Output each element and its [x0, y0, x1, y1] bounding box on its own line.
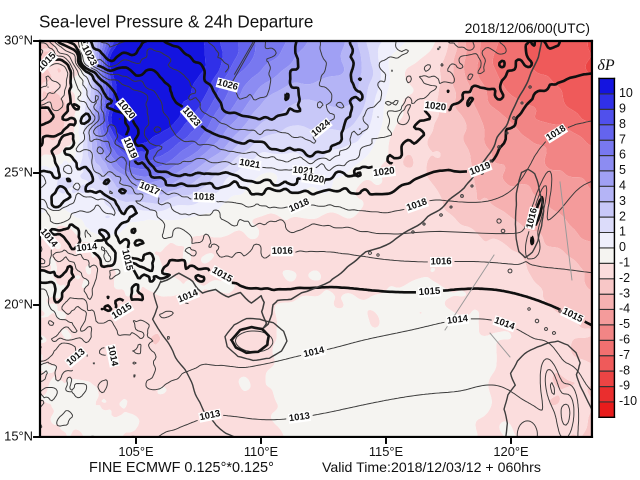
svg-text:-9: -9 [619, 379, 630, 393]
svg-text:-8: -8 [619, 363, 630, 377]
svg-text:10: 10 [619, 86, 633, 100]
svg-text:9: 9 [619, 102, 626, 116]
svg-text:Sea-level Pressure & 24h Depar: Sea-level Pressure & 24h Departure [39, 12, 313, 31]
svg-text:4: 4 [619, 179, 626, 193]
svg-text:1021: 1021 [238, 157, 261, 171]
svg-text:105°E: 105°E [118, 444, 154, 459]
svg-text:Valid Time:2018/12/03/12 + 060: Valid Time:2018/12/03/12 + 060hrs [322, 460, 541, 476]
svg-text:8: 8 [619, 117, 626, 131]
svg-text:15°N: 15°N [4, 428, 33, 443]
svg-text:1013: 1013 [199, 408, 222, 423]
svg-text:20°N: 20°N [4, 296, 33, 311]
svg-text:δP: δP [597, 57, 614, 74]
svg-text:-10: -10 [619, 394, 637, 408]
svg-text:-3: -3 [619, 286, 630, 300]
svg-text:1026: 1026 [216, 77, 239, 93]
svg-text:30°N: 30°N [4, 32, 33, 47]
svg-text:3: 3 [619, 194, 626, 208]
svg-text:-7: -7 [619, 348, 630, 362]
svg-text:6: 6 [619, 148, 626, 162]
svg-text:-2: -2 [619, 271, 630, 285]
svg-text:-1: -1 [619, 256, 630, 270]
svg-text:1016: 1016 [431, 256, 452, 267]
svg-text:1: 1 [619, 225, 626, 239]
svg-text:2: 2 [619, 209, 626, 223]
svg-text:1014: 1014 [446, 313, 469, 327]
svg-text:FINE ECMWF 0.125°*0.125°: FINE ECMWF 0.125°*0.125° [89, 460, 274, 476]
svg-text:110°E: 110°E [244, 444, 279, 459]
svg-text:1015: 1015 [119, 248, 135, 272]
svg-text:120°E: 120°E [493, 444, 529, 459]
svg-text:-5: -5 [619, 317, 630, 331]
svg-text:-4: -4 [619, 302, 630, 316]
svg-text:1018: 1018 [193, 191, 215, 203]
svg-text:1013: 1013 [288, 410, 310, 424]
svg-text:1014: 1014 [303, 345, 327, 361]
svg-text:1020: 1020 [373, 165, 396, 179]
svg-text:1016: 1016 [524, 207, 540, 230]
svg-text:1014: 1014 [76, 241, 99, 254]
svg-text:1020: 1020 [424, 100, 447, 113]
svg-text:5: 5 [619, 163, 626, 177]
svg-text:1015: 1015 [418, 286, 441, 298]
svg-text:115°E: 115°E [369, 444, 404, 459]
svg-text:0: 0 [619, 240, 626, 254]
svg-text:2018/12/06/00(UTC): 2018/12/06/00(UTC) [465, 21, 590, 36]
svg-text:-6: -6 [619, 333, 630, 347]
svg-text:1016: 1016 [272, 246, 293, 257]
svg-text:7: 7 [619, 132, 626, 146]
svg-text:1020: 1020 [302, 172, 325, 186]
svg-text:1014: 1014 [105, 344, 120, 368]
svg-text:25°N: 25°N [4, 164, 33, 179]
